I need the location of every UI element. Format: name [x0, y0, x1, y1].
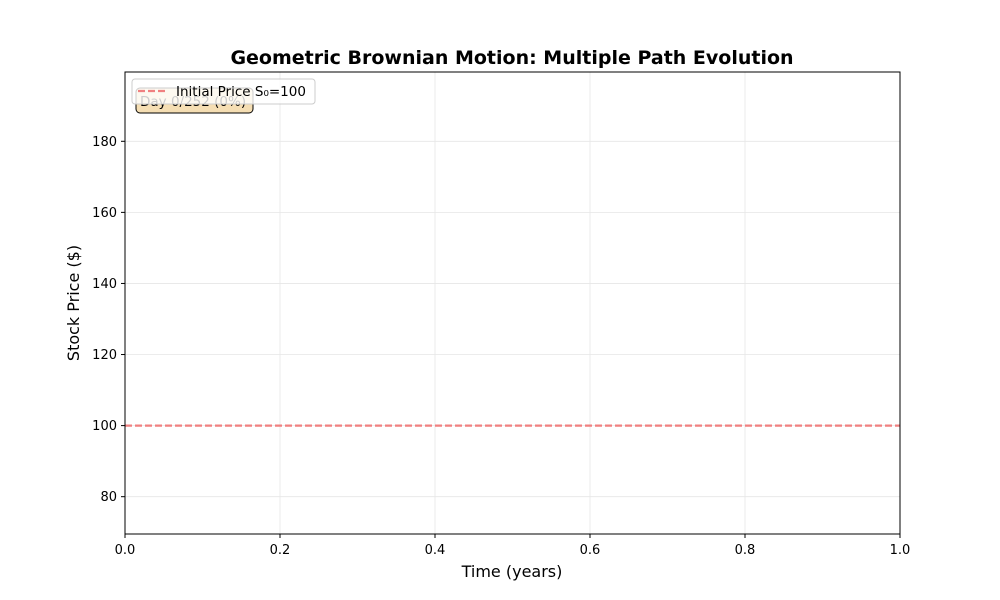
x-tick-label: 0.6 — [580, 543, 601, 558]
plot-frame — [124, 71, 901, 535]
x-tick-label: 0.0 — [115, 543, 136, 558]
x-axis-ticks: 0.0 0.2 0.4 0.6 0.8 1.0 — [115, 534, 911, 558]
legend-box — [131, 78, 316, 105]
legend: Initial Price S₀=100 — [131, 78, 316, 105]
chart-title: Geometric Brownian Motion: Multiple Path… — [230, 47, 793, 69]
x-axis-title: Time (years) — [461, 562, 563, 581]
y-tick-label: 180 — [92, 135, 117, 150]
x-tick-label: 0.4 — [425, 543, 446, 558]
plot-background — [125, 72, 900, 534]
y-tick-label: 100 — [92, 419, 117, 434]
x-tick-label: 0.8 — [735, 543, 756, 558]
y-tick-label: 160 — [92, 206, 117, 221]
x-tick-label: 1.0 — [890, 543, 911, 558]
y-axis-ticks: 80 100 120 140 160 180 — [92, 135, 125, 505]
y-tick-label: 120 — [92, 348, 117, 363]
plot-area — [124, 71, 901, 535]
y-tick-label: 140 — [92, 277, 117, 292]
y-axis-title: Stock Price ($) — [64, 245, 83, 361]
y-tick-label: 80 — [100, 490, 117, 505]
x-tick-label: 0.2 — [270, 543, 291, 558]
legend-label-initial-price: Initial Price S₀=100 — [176, 84, 306, 100]
